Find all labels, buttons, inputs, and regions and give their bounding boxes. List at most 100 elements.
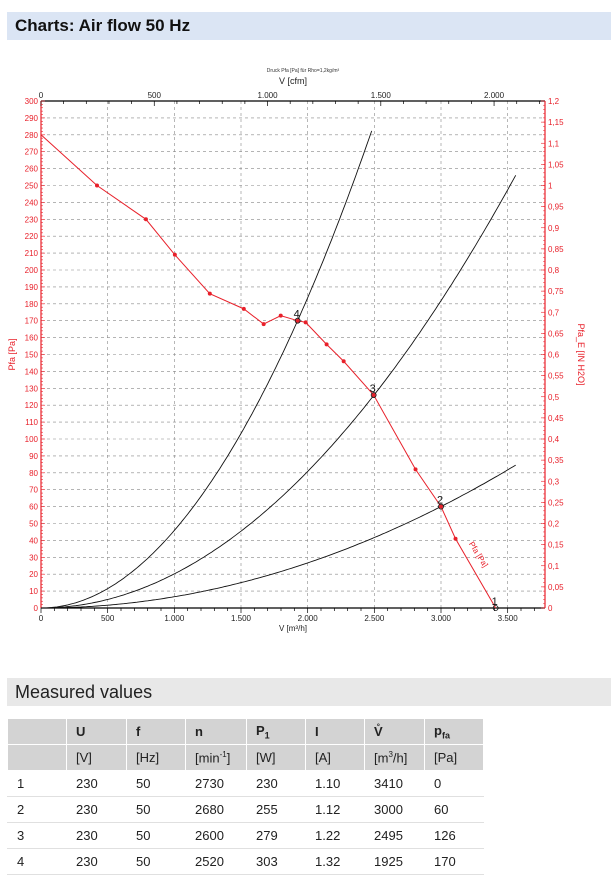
y2-tick-label: 1,2	[548, 97, 560, 106]
operating-point	[438, 503, 444, 510]
x2-tick-label: 0	[39, 91, 44, 100]
y2-tick-label: 0,55	[548, 372, 564, 381]
column-header: V̊	[364, 718, 425, 745]
y2-tick-label: 0,6	[548, 351, 560, 360]
y-tick-label: 100	[25, 435, 39, 444]
y2-tick-label: 1,1	[548, 139, 560, 148]
column-header: U	[66, 718, 127, 745]
unit-cell: [Hz]	[126, 744, 186, 771]
y-tick-label: 220	[25, 232, 39, 241]
y-tick-label: 250	[25, 182, 39, 191]
table-cell: 230	[66, 796, 127, 823]
unit-cell: [min-1]	[185, 744, 247, 771]
table-cell: 230	[246, 770, 306, 797]
unit-cell	[7, 744, 67, 771]
y2-tick-label: 0,4	[548, 435, 560, 444]
y-tick-label: 270	[25, 148, 39, 157]
table-cell: 2730	[185, 770, 247, 797]
table-cell: 1925	[364, 848, 425, 875]
table-cell: 1.22	[305, 822, 365, 849]
fan-curve-point	[207, 291, 212, 296]
x-tick-label: 2.000	[298, 614, 319, 623]
section-header-charts: Charts: Air flow 50 Hz	[7, 12, 611, 40]
y-tick-label: 240	[25, 198, 39, 207]
unit-cell: [m3/h]	[364, 744, 425, 771]
fan-curve-point	[371, 393, 376, 398]
fan-curve-point	[261, 322, 266, 327]
system-curve	[41, 130, 373, 609]
y-tick-label: 130	[25, 384, 39, 393]
table-row: 4 230 50 2520 303 1.32 1925 170	[7, 848, 484, 875]
x-tick-label: 1.000	[164, 614, 185, 623]
fan-curve-point	[95, 183, 99, 188]
y-tick-label: 170	[25, 317, 39, 326]
table-cell: 50	[126, 796, 186, 823]
y2-tick-label: 0,8	[548, 266, 560, 275]
y2-tick-label: 0,75	[548, 287, 564, 296]
column-header: I	[305, 718, 365, 745]
y-tick-label: 20	[29, 570, 38, 579]
y-tick-label: 150	[25, 351, 39, 360]
table-cell: 4	[7, 848, 67, 875]
operating-point-label: 4	[294, 309, 300, 321]
y2-tick-label: 0,45	[548, 414, 564, 423]
y2-tick-label: 0,05	[548, 583, 564, 592]
operating-point	[492, 605, 499, 611]
fan-curve-point	[439, 504, 443, 509]
section-header-measured: Measured values	[7, 678, 611, 706]
chart-title: Druck Pfa [Pa] für Rho=1,2kg/m³	[267, 68, 340, 74]
table-cell: 126	[424, 822, 484, 849]
table-cell: 230	[66, 848, 127, 875]
x2-tick-label: 1.000	[258, 91, 279, 100]
fan-curve-point	[172, 252, 177, 257]
fan-curve-point	[278, 313, 283, 318]
y-tick-label: 70	[29, 486, 38, 495]
y-tick-label: 260	[25, 165, 39, 174]
fan-curve-point	[341, 359, 346, 364]
x-tick-label: 2.500	[364, 614, 385, 623]
y2-tick-label: 0,3	[548, 477, 560, 486]
y-tick-label: 90	[29, 452, 38, 461]
fan-curve-point	[241, 306, 246, 311]
table-cell: 0	[424, 770, 484, 797]
column-header: pfa	[424, 718, 484, 745]
table-cell: 3	[7, 822, 67, 849]
y-tick-label: 120	[25, 401, 39, 410]
y2-tick-label: 0,95	[548, 203, 564, 212]
table-cell: 50	[126, 822, 186, 849]
table-cell: 50	[126, 770, 186, 797]
x2-tick-label: 1.500	[371, 91, 392, 100]
column-header: P1	[246, 718, 306, 745]
table-cell: 2600	[185, 822, 247, 849]
system-curve	[41, 175, 517, 609]
y2-tick-label: 0,2	[548, 520, 560, 529]
fan-curve-point	[303, 320, 308, 325]
table-cell: 50	[126, 848, 186, 875]
table-cell: 230	[66, 822, 127, 849]
unit-cell: [W]	[246, 744, 306, 771]
fan-curve-point	[413, 467, 418, 472]
column-header	[7, 718, 67, 745]
y2-tick-label: 1	[548, 182, 553, 191]
y-tick-label: 50	[29, 520, 38, 529]
column-header: f	[126, 718, 186, 745]
table-cell: 1	[7, 770, 67, 797]
fan-curve-point	[143, 217, 148, 222]
y2-tick-label: 0,65	[548, 329, 564, 338]
table-cell: 2	[7, 796, 67, 823]
operating-point	[370, 392, 377, 398]
y-tick-label: 110	[25, 418, 38, 427]
table-cell: 1.32	[305, 848, 365, 875]
y-axis-label: Pfa [Pa]	[7, 338, 17, 370]
y2-tick-label: 0	[548, 604, 553, 613]
y-tick-label: 140	[25, 367, 39, 376]
table-cell: 2520	[185, 848, 247, 875]
y-tick-label: 10	[29, 587, 38, 596]
table-cell: 1.10	[305, 770, 365, 797]
x-tick-label: 1.500	[231, 614, 252, 623]
unit-cell: [Pa]	[424, 744, 484, 771]
y-tick-label: 40	[29, 536, 38, 545]
table-cell: 2495	[364, 822, 425, 849]
table-row: 3 230 50 2600 279 1.22 2495 126	[7, 822, 484, 849]
